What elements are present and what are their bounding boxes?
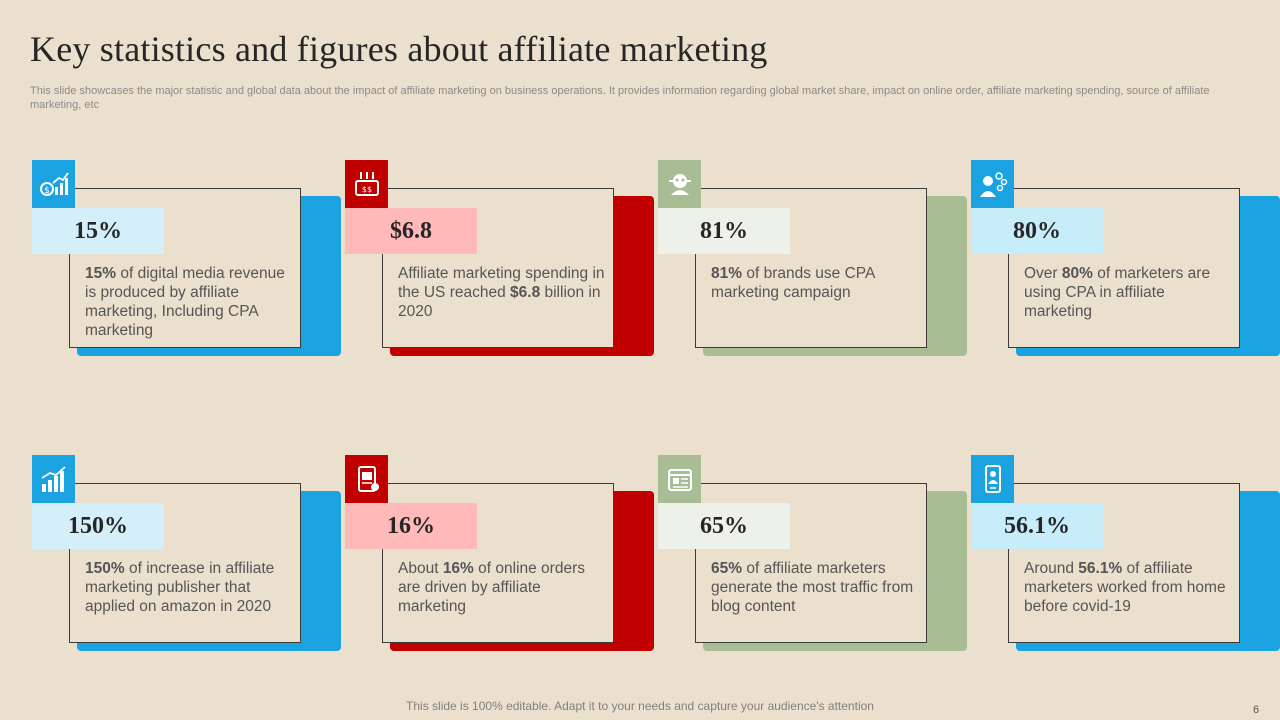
stat-card: $15% 15% of digital media revenue is prod… bbox=[32, 160, 342, 360]
highlight-text: 56.1% bbox=[1078, 560, 1123, 577]
description-text: of digital media revenue is produced by … bbox=[85, 265, 285, 339]
spending-icon: $$ bbox=[345, 160, 388, 208]
stat-value: $6.8 bbox=[345, 208, 477, 254]
stat-description: Around 56.1% of affiliate marketers work… bbox=[1024, 559, 1236, 616]
stat-card: 81% 81% of brands use CPA marketing campa… bbox=[658, 160, 968, 360]
highlight-text: 81% bbox=[711, 265, 743, 282]
highlight-text: 80% bbox=[1061, 265, 1093, 282]
stat-value: 15% bbox=[32, 208, 164, 254]
stat-card: 16% About 16% of online orders are driven… bbox=[345, 455, 655, 655]
stat-card: 150% 150% of increase in affiliate market… bbox=[32, 455, 342, 655]
description-text: of online orders are driven by affiliate… bbox=[398, 560, 585, 615]
stat-description: 65% of affiliate marketers generate the … bbox=[711, 559, 923, 616]
page-number: 6 bbox=[1253, 704, 1260, 716]
stat-card: 80% Over 80% of marketers are using CPA i… bbox=[971, 160, 1280, 360]
growth-bar-icon bbox=[32, 455, 75, 503]
stat-card: $$ $6.8 Affiliate marketing spending in th… bbox=[345, 160, 655, 360]
stat-card: 56.1% Around 56.1% of affiliate marketers… bbox=[971, 455, 1280, 655]
blog-icon bbox=[658, 455, 701, 503]
stat-value: 80% bbox=[971, 208, 1103, 254]
stat-value: 81% bbox=[658, 208, 790, 254]
stat-value: 16% bbox=[345, 503, 477, 549]
slide-title: Key statistics and figures about affilia… bbox=[30, 29, 768, 69]
description-text: Around bbox=[1024, 560, 1079, 577]
remote-work-icon bbox=[971, 455, 1014, 503]
description-text: Affiliate marketing spending in the US r… bbox=[398, 265, 605, 301]
highlight-text: 65% bbox=[711, 560, 743, 577]
description-text: of affiliate marketers worked from home … bbox=[1024, 560, 1226, 615]
stat-description: 150% of increase in affiliate marketing … bbox=[85, 559, 297, 616]
stat-value: 150% bbox=[32, 503, 164, 549]
stat-description: About 16% of online orders are driven by… bbox=[398, 559, 610, 616]
revenue-chart-icon: $ bbox=[32, 160, 75, 208]
description-text: of marketers are using CPA in affiliate … bbox=[1024, 265, 1211, 320]
online-order-icon bbox=[345, 455, 388, 503]
slide-subtitle: This slide showcases the major statistic… bbox=[30, 85, 1210, 111]
description-text: billion in 2020 bbox=[398, 284, 601, 320]
svg-text:$$: $$ bbox=[361, 185, 371, 194]
description-text: of affiliate marketers generate the most… bbox=[711, 560, 914, 615]
brand-icon bbox=[658, 160, 701, 208]
stat-description: Over 80% of marketers are using CPA in a… bbox=[1024, 264, 1236, 321]
stat-description: 81% of brands use CPA marketing campaign bbox=[711, 264, 923, 302]
stat-card: 65% 65% of affiliate marketers generate t… bbox=[658, 455, 968, 655]
footer-text: This slide is 100% editable. Adapt it to… bbox=[406, 699, 874, 713]
highlight-text: 15% bbox=[85, 265, 117, 282]
highlight-text: $6.8 bbox=[510, 284, 541, 301]
marketer-icon bbox=[971, 160, 1014, 208]
highlight-text: 16% bbox=[442, 560, 474, 577]
stat-value: 65% bbox=[658, 503, 790, 549]
description-text: Over bbox=[1024, 265, 1062, 282]
stat-description: Affiliate marketing spending in the US r… bbox=[398, 264, 610, 321]
highlight-text: 150% bbox=[85, 560, 125, 577]
svg-text:$: $ bbox=[44, 186, 50, 196]
stat-description: 15% of digital media revenue is produced… bbox=[85, 264, 297, 340]
footer-note: This slide is 100% editable. Adapt it to… bbox=[0, 699, 1280, 713]
description-text: of brands use CPA marketing campaign bbox=[711, 265, 875, 301]
stat-value: 56.1% bbox=[971, 503, 1103, 549]
description-text: of increase in affiliate marketing publi… bbox=[85, 560, 275, 615]
description-text: About bbox=[398, 560, 443, 577]
